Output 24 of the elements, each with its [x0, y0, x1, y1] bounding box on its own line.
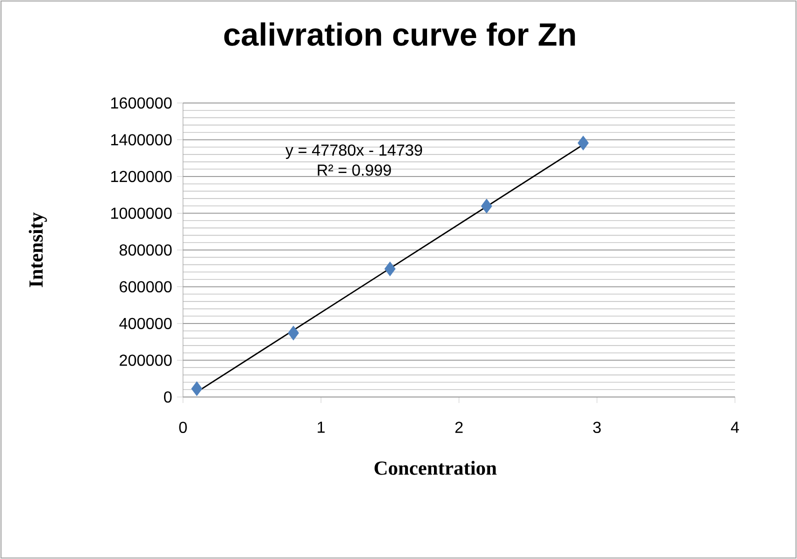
point: [288, 326, 299, 340]
point: [578, 136, 589, 150]
point: [384, 262, 396, 276]
x-tick-label: 4: [730, 422, 739, 433]
y-tick-label: 1200000: [111, 170, 172, 182]
x-tick-label: 3: [593, 422, 601, 434]
point: [191, 381, 202, 396]
x-tick-label: 0: [179, 422, 187, 434]
y-tick-label: 1400000: [111, 134, 172, 146]
x-axis-title: Concentration: [374, 460, 497, 475]
annotation: y = 47780x - 14739: [285, 144, 422, 159]
y-tick-label: 1600000: [111, 97, 172, 109]
chart-title: calivration curve for Zn: [224, 22, 575, 46]
y-tick-label: 0: [164, 391, 172, 403]
x-tick-label: 2: [455, 422, 463, 433]
y-tick-label: 600000: [120, 281, 172, 292]
y-tick-label: 400000: [119, 318, 172, 330]
point: [481, 198, 492, 214]
y-tick-label: 800000: [120, 244, 172, 256]
x-tick-label: 1: [318, 422, 325, 433]
annotation: R² = 0.999: [318, 164, 391, 176]
y-axis-title: Intensity: [28, 212, 47, 288]
y-tick-label: 1000000: [111, 208, 172, 219]
y-tick-label: 200000: [120, 354, 172, 366]
